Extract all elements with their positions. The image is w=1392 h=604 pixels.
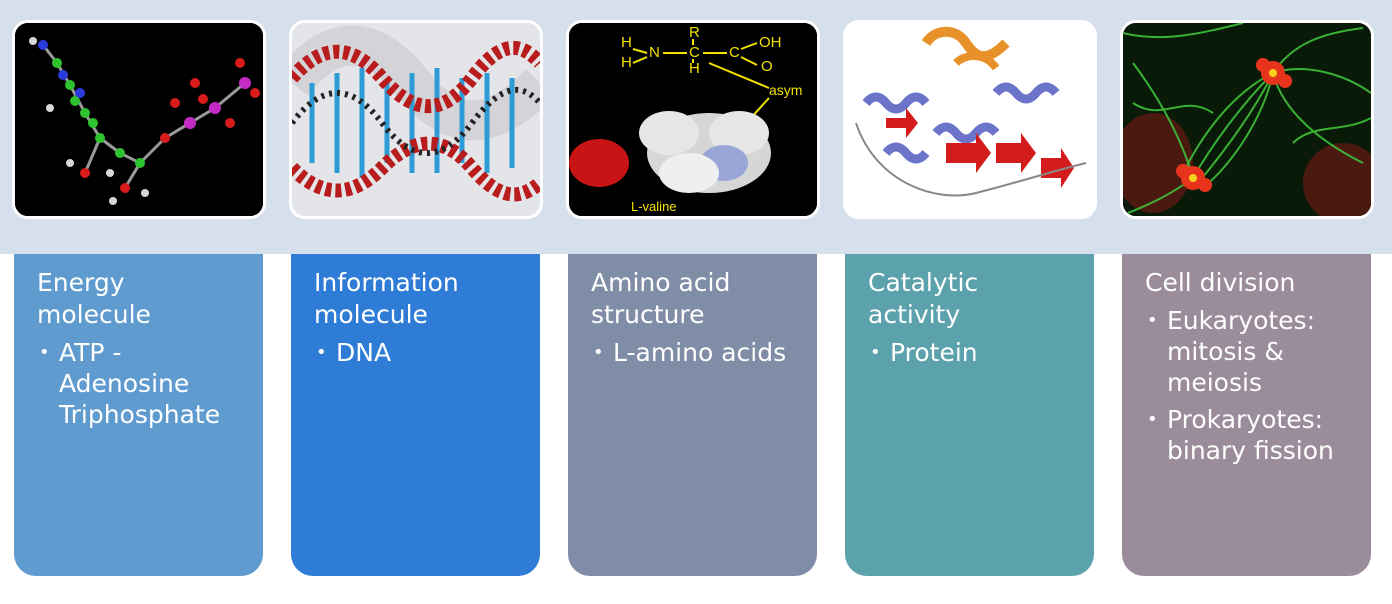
svg-text:H: H bbox=[621, 54, 632, 71]
card-list: DNA bbox=[314, 337, 520, 368]
svg-text:L-valine: L-valine bbox=[631, 199, 677, 214]
atp-molecule-image bbox=[12, 20, 266, 219]
protein-image bbox=[843, 20, 1097, 219]
card-information-molecule: Information molecule DNA bbox=[291, 254, 540, 576]
card-list: Eukaryotes: mitosis & meiosis Prokaryote… bbox=[1145, 305, 1351, 466]
card-amino-acid-structure: Amino acid structure L-amino acids bbox=[568, 254, 817, 576]
card-title: Cell division bbox=[1145, 268, 1296, 297]
list-item: ATP - Adenosine Triphosphate bbox=[37, 337, 243, 430]
card-cell-division: Cell division Eukaryotes: mitosis & meio… bbox=[1122, 254, 1371, 576]
card-title: Amino acid structure bbox=[591, 268, 731, 329]
svg-text:H: H bbox=[689, 60, 700, 77]
card-catalytic-activity: Catalytic activity Protein bbox=[845, 254, 1094, 576]
svg-text:OH: OH bbox=[759, 34, 782, 51]
card-list: ATP - Adenosine Triphosphate bbox=[37, 337, 243, 430]
svg-text:H: H bbox=[621, 34, 632, 51]
card-energy-molecule: Energy molecule ATP - Adenosine Triphosp… bbox=[14, 254, 263, 576]
list-item: Protein bbox=[868, 337, 1074, 368]
svg-text:asym: asym bbox=[769, 82, 802, 98]
svg-text:R: R bbox=[689, 24, 700, 41]
card-title: Catalytic activity bbox=[868, 268, 979, 329]
cell-division-image bbox=[1120, 20, 1374, 219]
card-list: Protein bbox=[868, 337, 1074, 368]
l-valine-image: R H H N C H C OH O asym L-valine bbox=[566, 20, 820, 219]
list-item: DNA bbox=[314, 337, 520, 368]
card-title: Information molecule bbox=[314, 268, 459, 329]
svg-text:C: C bbox=[729, 44, 740, 61]
list-item: L-amino acids bbox=[591, 337, 797, 368]
card-list: L-amino acids bbox=[591, 337, 797, 368]
list-item: Eukaryotes: mitosis & meiosis bbox=[1145, 305, 1351, 398]
svg-text:O: O bbox=[761, 58, 773, 75]
dna-image bbox=[289, 20, 543, 219]
svg-text:C: C bbox=[689, 44, 700, 61]
svg-text:N: N bbox=[649, 44, 660, 61]
list-item: Prokaryotes: binary fission bbox=[1145, 404, 1351, 466]
card-title: Energy molecule bbox=[37, 268, 151, 329]
